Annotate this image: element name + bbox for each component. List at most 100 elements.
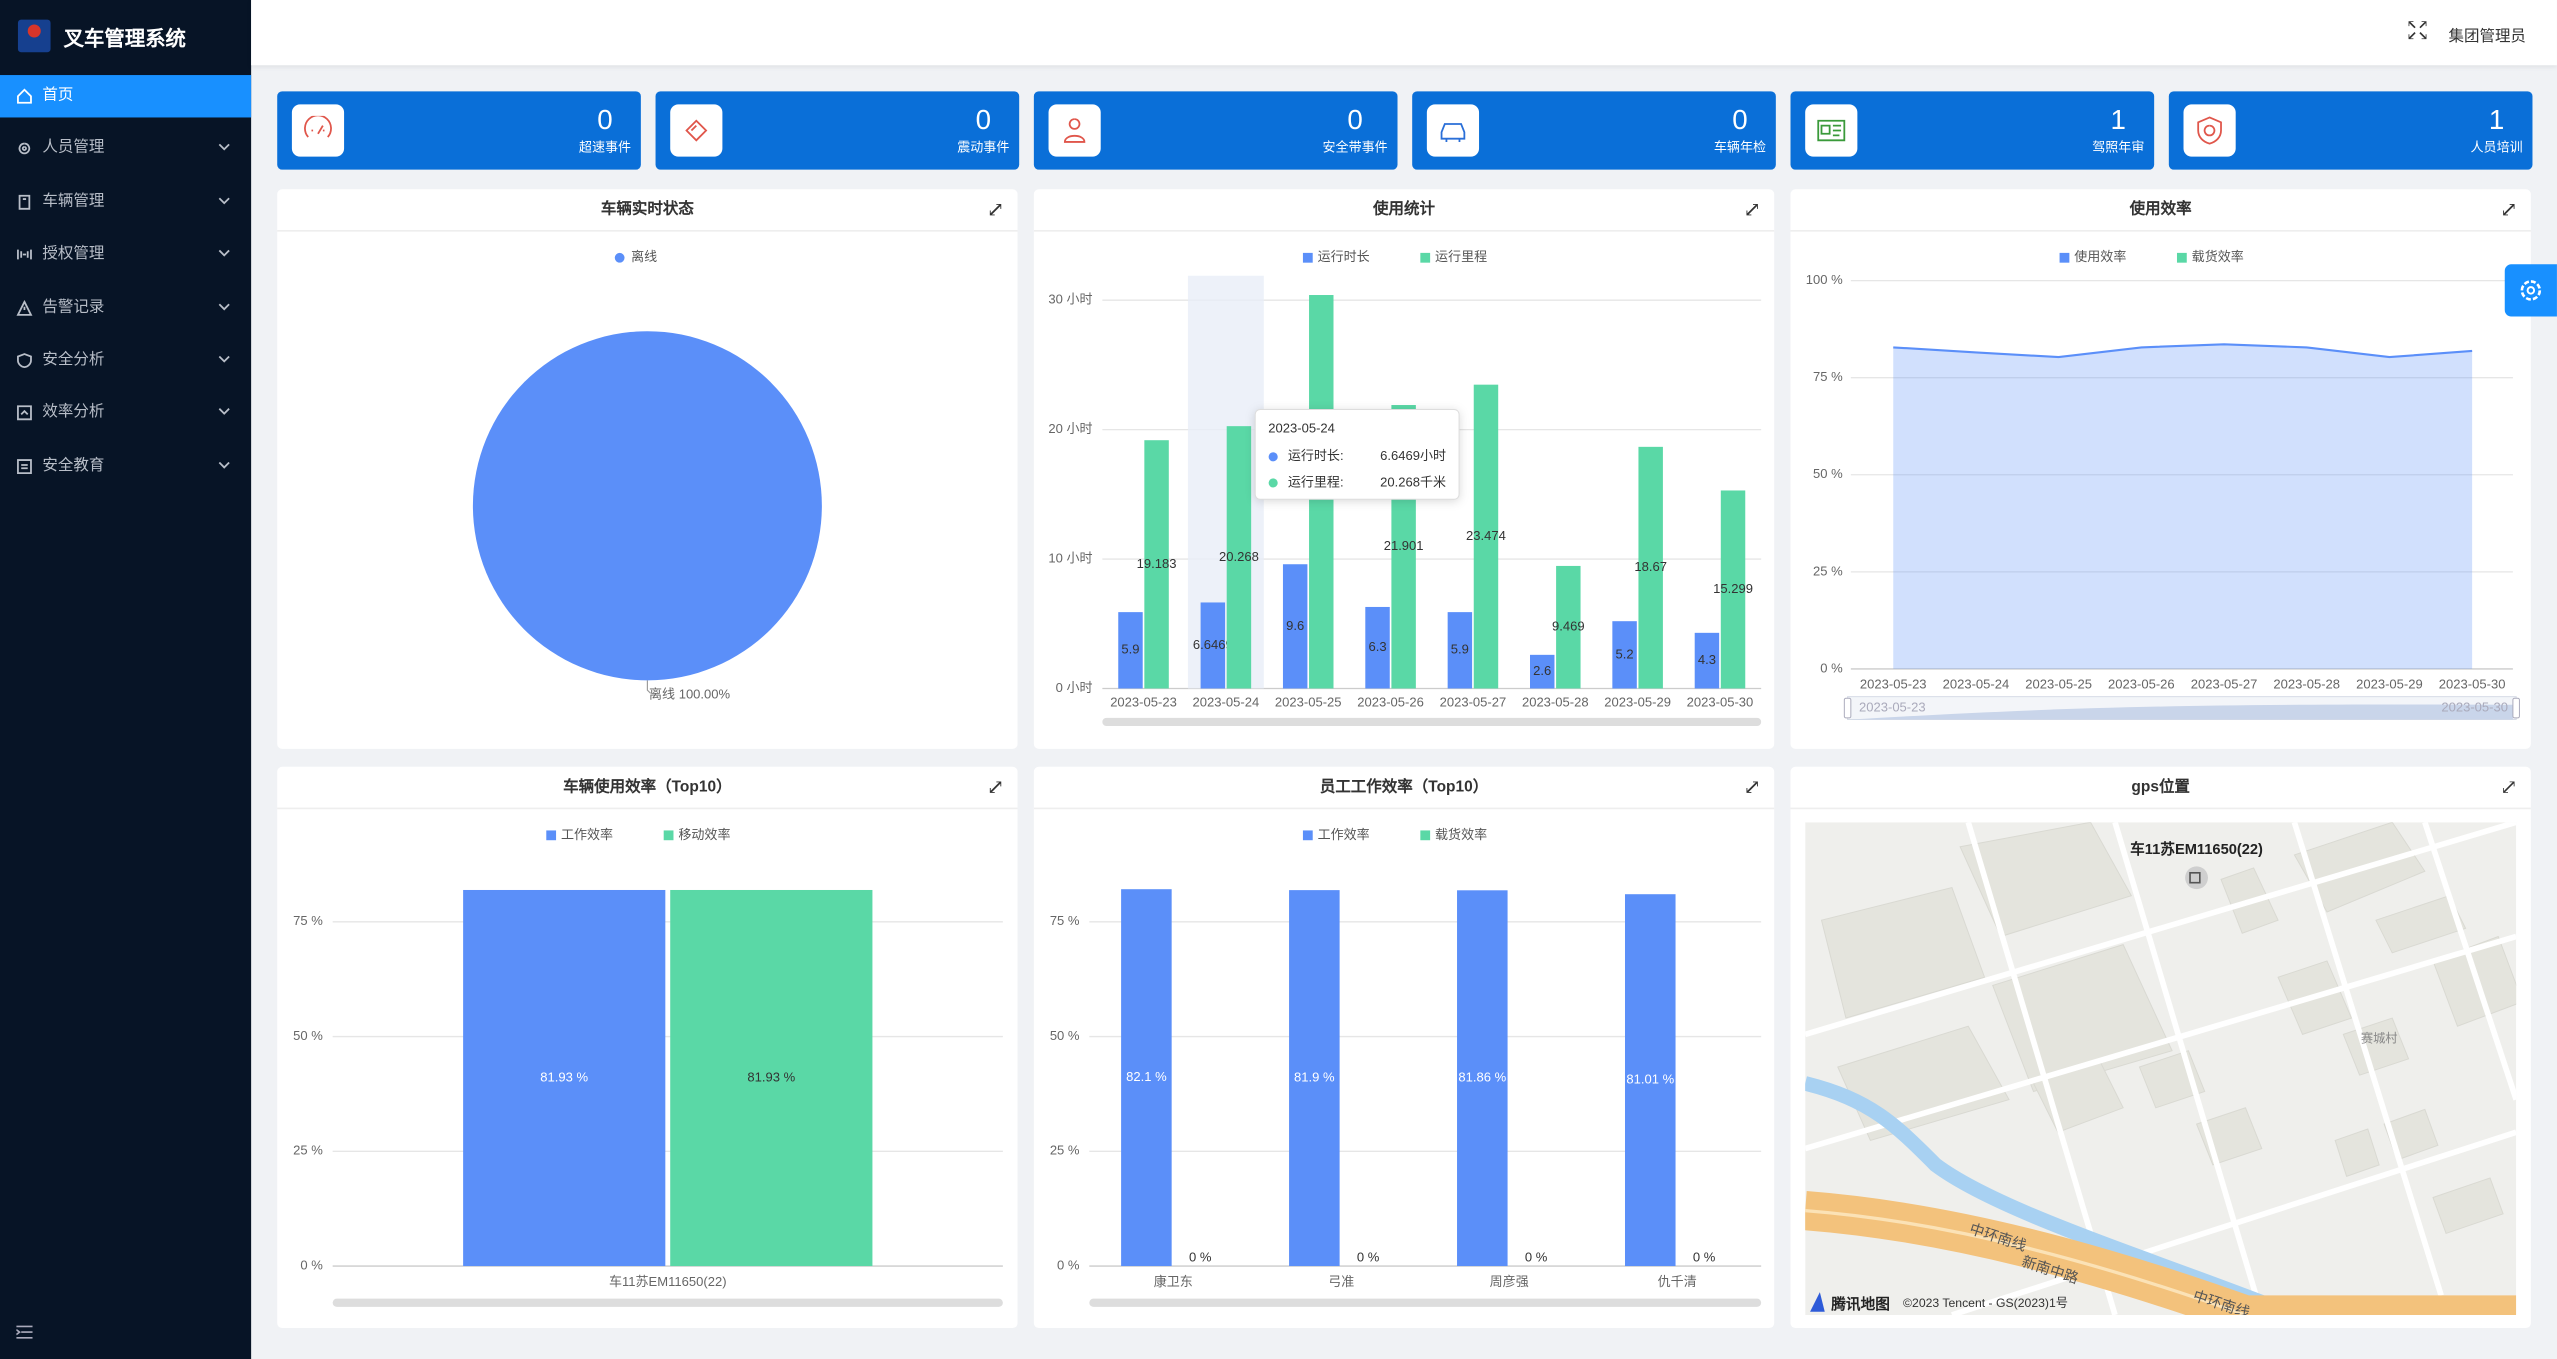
panel-title: 使用效率 (2129, 200, 2192, 219)
stat-card[interactable]: 1 驾照年审 (1790, 91, 2155, 170)
x-tick-label: 2023-05-27 (2191, 677, 2258, 692)
icon-shape (218, 355, 230, 363)
icon-shape (218, 408, 230, 416)
fold-button[interactable] (16, 1325, 33, 1340)
menu-label: 安全教育 (42, 456, 105, 475)
expand-button[interactable] (1746, 203, 1758, 216)
stat-text: 1 驾照年审 (2092, 104, 2144, 158)
y-tick-label: 100 % (1806, 272, 1843, 287)
value-label: 81.86 % (1458, 1070, 1506, 1085)
y-tick-label: 0 % (1057, 1257, 1080, 1272)
panel-header: gps位置 (1790, 767, 2531, 810)
legend-swatch (2176, 252, 2187, 263)
value-label: 5.9 (1451, 642, 1469, 657)
icon-shape (18, 143, 31, 155)
menu-chevron (218, 355, 230, 363)
y-tick-label: 0 小时 (1056, 680, 1093, 695)
x-tick-label: 2023-05-23 (1110, 695, 1177, 710)
y-tick-label: 10 小时 (1048, 550, 1092, 565)
bar (1624, 894, 1676, 1267)
stat-icon-shape (2197, 116, 2222, 145)
legend-label: 运行里程 (1435, 249, 1487, 264)
menu-chevron (218, 197, 230, 205)
legend-label: 运行时长 (1318, 249, 1370, 264)
icon-shape (1746, 203, 1758, 216)
menu-label: 首页 (42, 86, 74, 105)
icon-shape (1746, 781, 1758, 793)
sidebar: 叉车管理系统 首页人员管理车辆管理授权管理告警记录安全分析效率分析安全教育 (0, 0, 252, 1359)
panel-header: 使用效率 (1790, 189, 2531, 232)
value-label: 6.6469 (1193, 637, 1233, 652)
menu-item[interactable]: 安全分析 (0, 339, 251, 381)
logo: 叉车管理系统 (0, 0, 251, 72)
user-name[interactable]: 集团管理员 (2448, 27, 2526, 46)
stat-text: 1 人员培训 (2471, 104, 2523, 158)
expand-button[interactable] (989, 203, 1002, 216)
expand-button[interactable] (1746, 781, 1758, 793)
bar (1638, 446, 1663, 689)
tooltip-value: 20.268千米 (1380, 474, 1446, 489)
map[interactable]: 车11苏EM11650(22) 赛城村 中环南线 新南中路 中环南线 腾讯地图 … (1805, 822, 2517, 1315)
fullscreen-button[interactable] (2408, 21, 2427, 40)
x-tick-label: 2023-05-25 (1275, 695, 1342, 710)
chart: 使用效率 载货效率 0 % 25 % 50 % 75 % 100 % 2023-05-23 20… (1806, 249, 2520, 720)
bar (1694, 632, 1720, 689)
stat-card[interactable]: 0 震动事件 (655, 91, 1020, 170)
stat-icon-shape (304, 115, 332, 138)
stat-value: 0 (1347, 104, 1363, 136)
y-tick-label: 30 小时 (1048, 292, 1092, 307)
menu-chevron (218, 461, 230, 469)
stat-card[interactable]: 0 超速事件 (277, 91, 641, 170)
bar (1720, 490, 1746, 689)
chart-panel: 车辆使用效率（Top10） 工作效率 移动效率 0 % 25 % 50 % 75 % 车11苏… (277, 766, 1018, 1329)
menu-item[interactable]: 效率分析 (0, 392, 251, 434)
x-tick-label: 2023-05-24 (1193, 695, 1260, 710)
expand-button[interactable] (2503, 203, 2515, 216)
stat-label: 人员培训 (2470, 140, 2523, 155)
icon-shape (17, 353, 32, 368)
x-tick-label: 2023-05-28 (1522, 695, 1589, 710)
map-place-label: 赛城村 (2361, 1030, 2398, 1045)
zoom-handle (1843, 697, 1852, 719)
value-label: 9.6 (1286, 618, 1304, 633)
stat-value: 1 (2110, 104, 2126, 136)
legend-swatch (1420, 830, 1431, 841)
stat-label: 安全带事件 (1322, 140, 1388, 155)
icon-shape (685, 119, 708, 142)
y-tick-label: 75 % (1050, 913, 1080, 928)
value-label: 0 % (1525, 1249, 1548, 1264)
icon-shape (18, 194, 31, 210)
x-tick-label: 2023-05-30 (2439, 677, 2506, 692)
tooltip-name: 运行时长: (1288, 448, 1344, 463)
zoom-silhouette (1850, 704, 2513, 720)
x-tick-label: 2023-05-28 (2273, 677, 2340, 692)
icon-shape (2503, 203, 2515, 216)
icon-shape (218, 302, 230, 310)
value-label: 0 % (1357, 1249, 1380, 1264)
tooltip-swatch (1268, 478, 1278, 488)
stat-card[interactable]: 0 安全带事件 (1033, 91, 1398, 170)
stat-icon (2183, 104, 2236, 157)
expand-button[interactable] (2503, 781, 2515, 793)
menu-icon (18, 194, 31, 210)
menu-item[interactable]: 车辆管理 (0, 181, 251, 223)
hover-shadow (1187, 275, 1264, 689)
tooltip-swatch (1268, 452, 1278, 462)
y-tick-label: 25 % (1813, 563, 1843, 578)
panel-header: 使用统计 (1033, 189, 1775, 232)
stat-card[interactable]: 0 车辆年检 (1412, 91, 1776, 170)
value-label: 5.2 (1616, 646, 1634, 661)
menu-item[interactable]: 安全教育 (0, 445, 251, 487)
zoom-slider (1089, 1298, 1762, 1307)
settings-button[interactable] (2504, 264, 2557, 317)
menu-item[interactable]: 首页 (0, 75, 252, 118)
stat-text: 0 超速事件 (579, 104, 631, 158)
stat-card[interactable]: 1 人员培训 (2168, 91, 2533, 170)
x-tick-label: 2023-05-30 (1687, 695, 1754, 710)
menu-item[interactable]: 告警记录 (0, 286, 251, 328)
bar (1226, 426, 1252, 689)
expand-button[interactable] (989, 781, 1002, 793)
menu-item[interactable]: 人员管理 (0, 128, 251, 170)
menu-item[interactable]: 授权管理 (0, 234, 251, 276)
